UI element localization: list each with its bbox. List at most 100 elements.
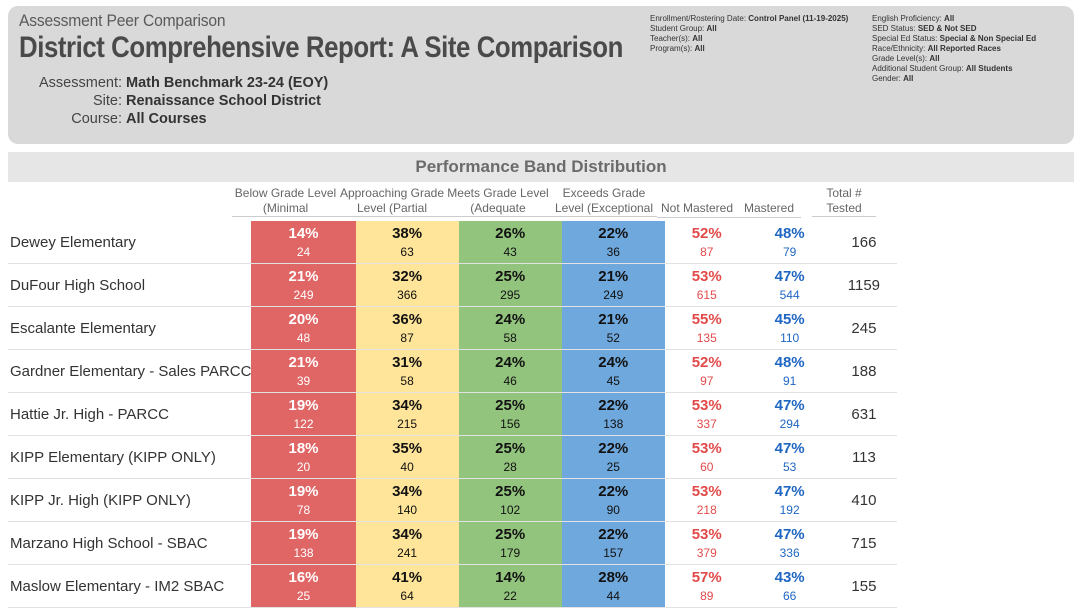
cell-meets: 25% 156 [458, 392, 562, 436]
cell-exceeds: 21% 52 [561, 306, 665, 350]
table-row: Maslow Elementary - IM2 SBAC 16% 25 41% 64 14… [8, 564, 1080, 608]
filter-item: SED Status: SED & Not SED [872, 24, 1036, 34]
percent-value: 24% [495, 311, 526, 328]
cell-m: 48% 79 [748, 221, 831, 264]
count-value: 60 [700, 460, 714, 474]
count-value: 48 [296, 331, 311, 345]
filter-item: Teacher(s): All [650, 34, 848, 44]
count-value: 249 [603, 288, 624, 302]
filter-value: All [706, 24, 717, 33]
percent-value: 22% [598, 225, 629, 242]
count-value: 58 [400, 374, 414, 388]
cell-below: 20% 48 [251, 306, 356, 350]
table-row: DuFour High School 21% 249 32% 366 25% 295 21% 2… [8, 263, 1080, 307]
cell-exceeds: 21% 249 [561, 263, 665, 307]
col-meets: Meets Grade Level (Adequate [445, 186, 551, 217]
count-value: 25 [606, 460, 620, 474]
filter-item: English Proficiency: All [872, 14, 1036, 24]
row-spacer [897, 307, 1080, 350]
count-value: 157 [603, 546, 624, 560]
filter-value: All [929, 54, 940, 63]
cell-exceeds: 22% 138 [561, 392, 665, 436]
filter-label: Program(s): [650, 44, 693, 53]
cell-below: 21% 249 [251, 263, 356, 307]
cell-nm: 53% 337 [664, 392, 749, 436]
percent-value: 25% [495, 483, 526, 500]
cell-m: 48% 91 [748, 349, 831, 393]
table-row: KIPP Jr. High (KIPP ONLY) 19% 78 34% 140 25% 1… [8, 478, 1080, 522]
filter-item: Gender: All [872, 74, 1036, 84]
percent-value: 21% [288, 354, 319, 371]
percent-value: 26% [495, 225, 526, 242]
percent-value: 25% [495, 397, 526, 414]
count-value: 102 [500, 503, 521, 517]
table-row: KIPP Elementary (KIPP ONLY) 18% 20 35% 40 25%… [8, 435, 1080, 479]
percent-value: 22% [598, 440, 629, 457]
filter-item: Additional Student Group: All Students [872, 64, 1036, 74]
cell-exceeds: 22% 90 [561, 478, 665, 522]
table-row: Marzano High School - SBAC 19% 138 34% 241 25… [8, 521, 1080, 565]
col-not-mastered: Not Mastered [657, 201, 737, 218]
percent-value: 34% [392, 397, 423, 414]
percent-value: 32% [392, 268, 423, 285]
percent-value: 14% [288, 225, 319, 242]
cell-approach: 41% 64 [355, 564, 459, 608]
percent-value: 21% [598, 268, 629, 285]
cell-m: 47% 294 [748, 392, 831, 436]
row-spacer [897, 350, 1080, 393]
percent-value: 41% [392, 569, 423, 586]
cell-m: 45% 110 [748, 306, 831, 350]
cell-meets: 25% 295 [458, 263, 562, 307]
cell-meets: 25% 28 [458, 435, 562, 479]
total-tested: 188 [830, 349, 898, 393]
col-below: Below Grade Level (Minimal [232, 186, 339, 217]
percent-value: 14% [495, 569, 526, 586]
performance-table: Dewey Elementary 14% 24 38% 63 26% 43 22% 36 52% 8… [8, 221, 1080, 608]
cell-m: 47% 192 [748, 478, 831, 522]
count-value: 138 [603, 417, 624, 431]
percent-value: 16% [288, 569, 319, 586]
cell-approach: 36% 87 [355, 306, 459, 350]
filter-label: Race/Ethnicity: [872, 44, 926, 53]
count-value: 218 [696, 503, 717, 517]
count-value: 28 [503, 460, 517, 474]
cell-below: 19% 138 [251, 521, 356, 565]
filter-item: Student Group: All [650, 24, 848, 34]
percent-value: 25% [495, 268, 526, 285]
school-name: Escalante Elementary [8, 306, 252, 350]
row-spacer [897, 221, 1080, 264]
percent-value: 24% [598, 354, 629, 371]
percent-value: 34% [392, 526, 423, 543]
col-mastered: Mastered [737, 201, 801, 218]
count-value: 615 [696, 288, 717, 302]
filter-item: Race/Ethnicity: All Reported Races [872, 44, 1036, 54]
percent-value: 53% [691, 397, 722, 414]
filter-label: Student Group: [650, 24, 705, 33]
filter-label: Enrollment/Rostering Date: [650, 14, 747, 23]
percent-value: 36% [392, 311, 423, 328]
cell-nm: 53% 379 [664, 521, 749, 565]
count-value: 87 [400, 331, 414, 345]
count-value: 110 [780, 331, 800, 345]
filter-item: Program(s): All [650, 44, 848, 54]
percent-value: 52% [691, 354, 722, 371]
count-value: 295 [500, 288, 521, 302]
site-label: Site: [92, 93, 122, 109]
row-spacer [897, 479, 1080, 522]
percent-value: 20% [288, 311, 319, 328]
count-value: 52 [606, 331, 620, 345]
filter-value: All [944, 14, 955, 23]
count-value: 58 [503, 331, 517, 345]
filter-value: All [694, 44, 705, 53]
percent-value: 22% [598, 526, 629, 543]
total-tested: 113 [830, 435, 898, 479]
cell-approach: 34% 140 [355, 478, 459, 522]
percent-value: 21% [598, 311, 629, 328]
count-value: 25 [296, 589, 311, 603]
cell-meets: 25% 102 [458, 478, 562, 522]
row-spacer [897, 436, 1080, 479]
school-name: Marzano High School - SBAC [8, 521, 252, 565]
filter-value: SED & Not SED [917, 24, 977, 33]
filter-label: English Proficiency: [872, 14, 942, 23]
count-value: 87 [700, 245, 714, 259]
